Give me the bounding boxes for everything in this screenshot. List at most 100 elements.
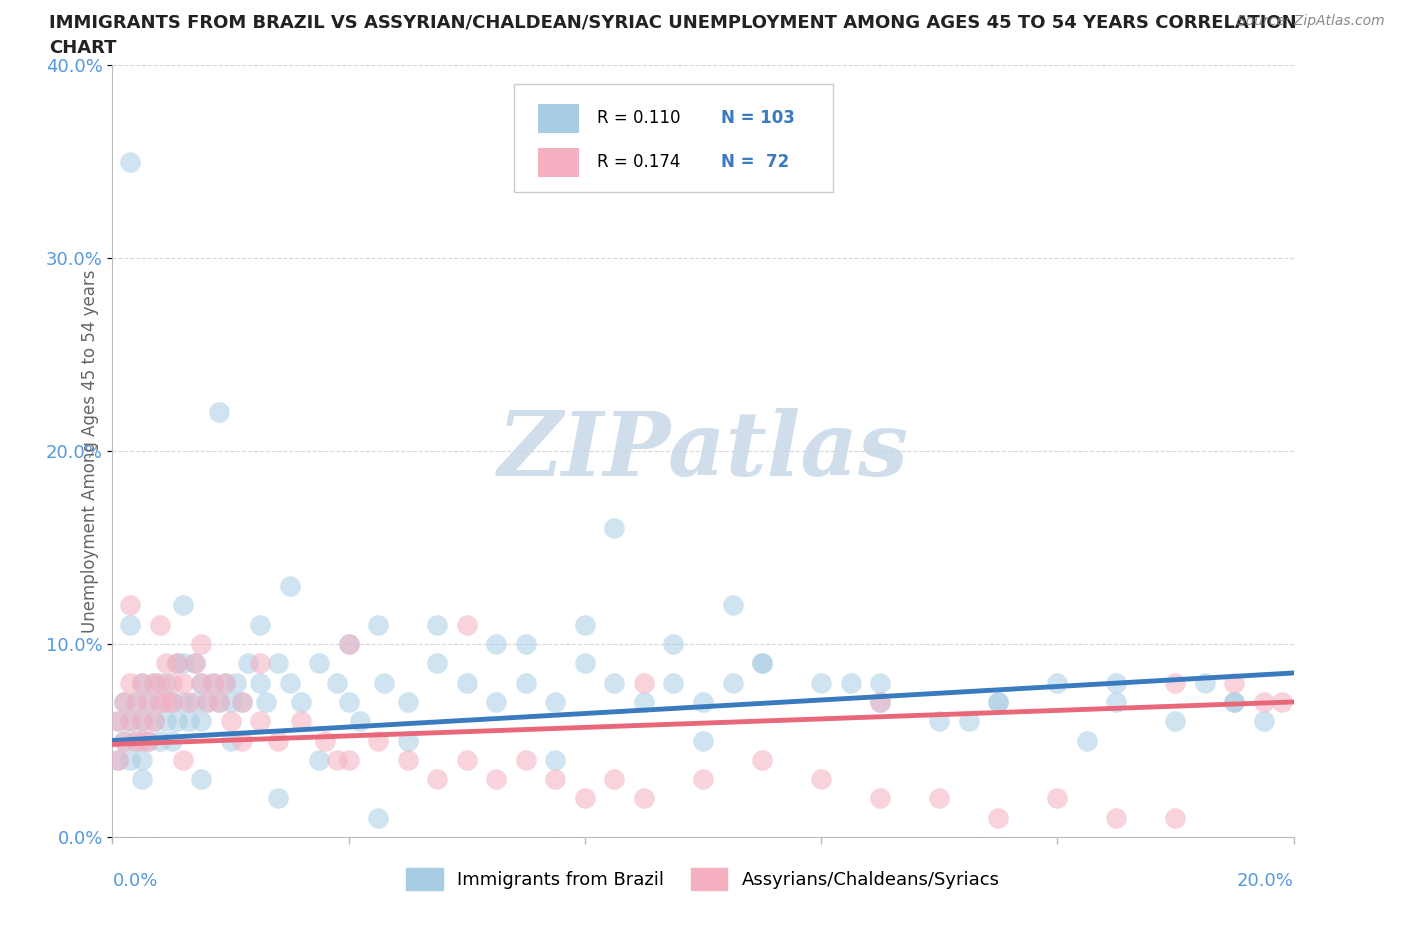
Point: [136, 695, 159, 710]
Point: [190, 714, 212, 729]
Point: [810, 675, 832, 690]
Point: [231, 733, 253, 748]
Point: [1046, 790, 1069, 805]
Point: [544, 772, 567, 787]
Point: [131, 772, 153, 787]
Point: [155, 695, 177, 710]
Point: [373, 675, 395, 690]
Point: [107, 752, 129, 767]
Point: [456, 618, 478, 632]
Point: [1164, 675, 1187, 690]
Point: [267, 790, 290, 805]
Point: [107, 714, 129, 729]
Point: [349, 714, 371, 729]
Point: [195, 695, 218, 710]
Point: [928, 790, 950, 805]
Point: [179, 714, 201, 729]
Text: R = 0.174: R = 0.174: [596, 153, 681, 171]
Point: [190, 675, 212, 690]
Point: [166, 656, 188, 671]
Point: [751, 752, 773, 767]
Point: [314, 733, 336, 748]
Point: [662, 637, 685, 652]
Point: [136, 733, 159, 748]
Point: [308, 656, 330, 671]
Point: [112, 733, 135, 748]
Point: [190, 675, 212, 690]
Point: [208, 695, 231, 710]
Point: [515, 752, 537, 767]
Point: [149, 675, 172, 690]
Point: [603, 521, 626, 536]
Point: [544, 752, 567, 767]
Point: [485, 637, 508, 652]
Point: [107, 714, 129, 729]
Point: [987, 695, 1010, 710]
Text: R = 0.110: R = 0.110: [596, 110, 681, 127]
Text: Source: ZipAtlas.com: Source: ZipAtlas.com: [1237, 14, 1385, 28]
Point: [869, 790, 891, 805]
Point: [426, 618, 449, 632]
Point: [120, 618, 142, 632]
Point: [326, 752, 349, 767]
Point: [179, 695, 201, 710]
Text: CHART: CHART: [49, 39, 117, 57]
Point: [225, 675, 247, 690]
Point: [1105, 675, 1128, 690]
Point: [160, 695, 183, 710]
Text: 20.0%: 20.0%: [1237, 871, 1294, 890]
Point: [195, 695, 218, 710]
Point: [574, 790, 596, 805]
Point: [120, 675, 142, 690]
Point: [160, 695, 183, 710]
Point: [172, 752, 194, 767]
Point: [633, 675, 655, 690]
Point: [1046, 675, 1069, 690]
Point: [201, 675, 224, 690]
Point: [249, 714, 271, 729]
Point: [184, 656, 207, 671]
Point: [249, 675, 271, 690]
Point: [131, 733, 153, 748]
Point: [120, 714, 142, 729]
Point: [142, 675, 165, 690]
Point: [219, 733, 242, 748]
Point: [1223, 695, 1246, 710]
Point: [987, 695, 1010, 710]
Point: [131, 675, 153, 690]
Point: [149, 618, 172, 632]
Point: [485, 695, 508, 710]
Point: [1223, 695, 1246, 710]
Point: [1194, 675, 1216, 690]
Point: [125, 695, 148, 710]
Point: [326, 675, 349, 690]
Text: 0.0%: 0.0%: [112, 871, 157, 890]
Point: [987, 810, 1010, 825]
Point: [120, 752, 142, 767]
Point: [214, 675, 236, 690]
Point: [214, 675, 236, 690]
Point: [278, 578, 301, 593]
Point: [692, 772, 714, 787]
Point: [1105, 695, 1128, 710]
Point: [574, 618, 596, 632]
Point: [131, 675, 153, 690]
Point: [1105, 810, 1128, 825]
Point: [112, 695, 135, 710]
Point: [172, 675, 194, 690]
Point: [290, 714, 312, 729]
Point: [112, 695, 135, 710]
Point: [426, 772, 449, 787]
Point: [456, 675, 478, 690]
FancyBboxPatch shape: [515, 85, 832, 193]
Point: [142, 714, 165, 729]
Point: [120, 714, 142, 729]
Point: [751, 656, 773, 671]
Point: [254, 695, 277, 710]
Point: [367, 810, 389, 825]
Point: [337, 752, 360, 767]
Point: [574, 656, 596, 671]
Point: [131, 752, 153, 767]
Point: [131, 714, 153, 729]
Point: [112, 733, 135, 748]
